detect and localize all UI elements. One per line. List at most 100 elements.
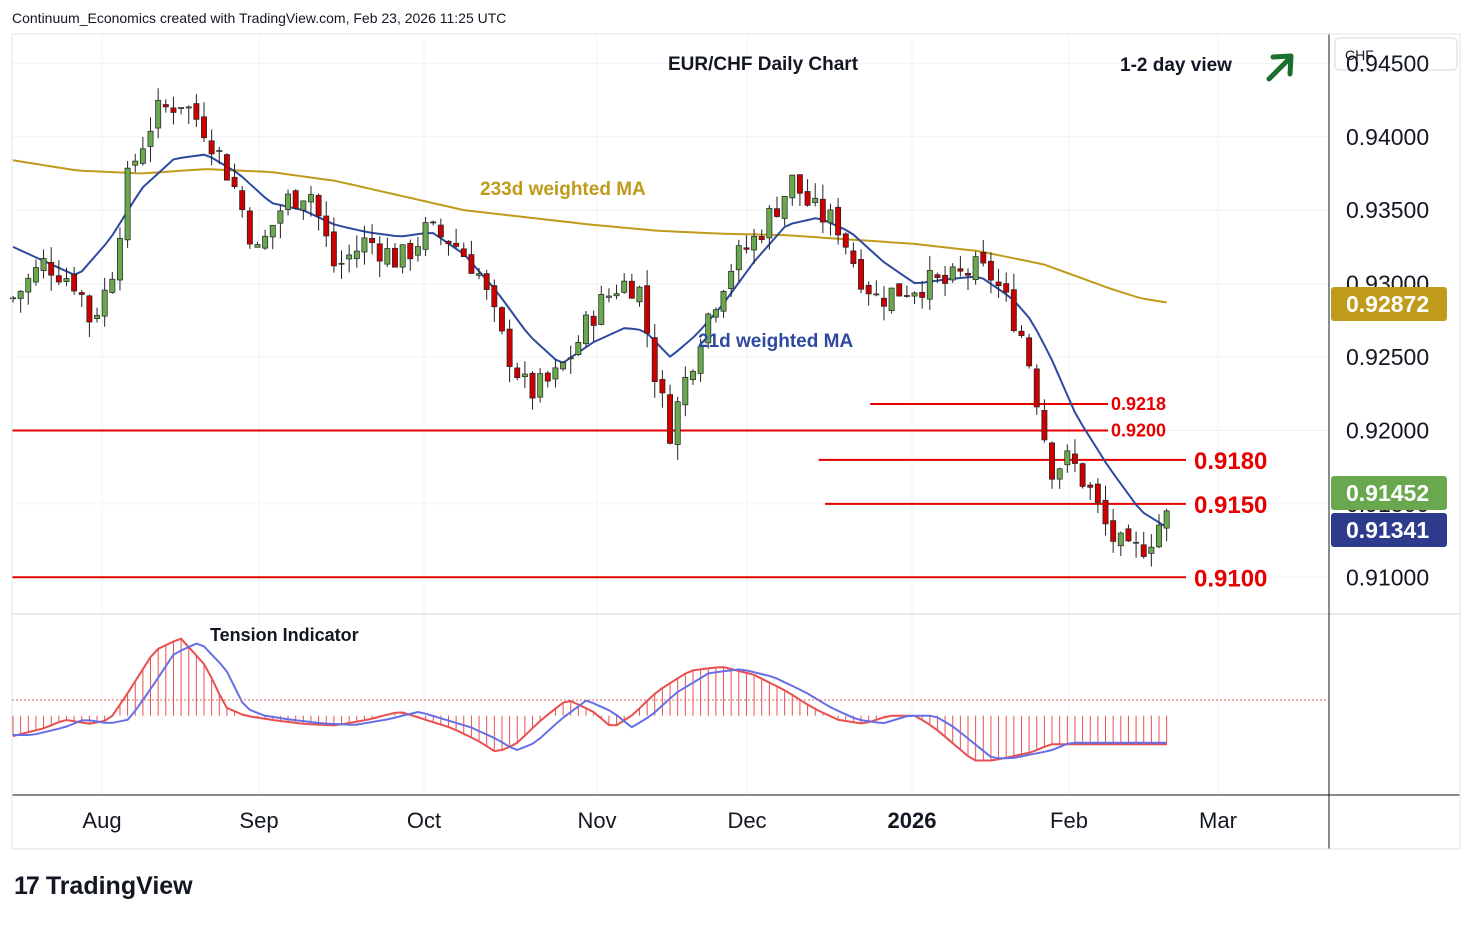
candle — [987, 252, 994, 294]
candlesticks — [10, 88, 1170, 567]
candle-body — [636, 286, 643, 303]
candle-body — [1163, 510, 1170, 529]
candle-body — [888, 287, 895, 311]
ma-233d-line — [12, 159, 1167, 304]
candle — [697, 338, 704, 383]
ma-233d-label: 233d weighted MA — [480, 179, 646, 200]
candle-body — [796, 174, 803, 194]
candle-body — [903, 295, 910, 297]
candle — [361, 225, 368, 265]
candle — [567, 345, 574, 374]
candle-body — [697, 346, 704, 374]
candle-body — [101, 289, 108, 317]
candle-body — [139, 148, 146, 164]
candle-body — [460, 248, 467, 257]
candle — [965, 268, 971, 291]
price-axis[interactable]: CHF0.945000.940000.935000.930000.925000.… — [1331, 37, 1458, 590]
candle — [865, 281, 872, 306]
time-tick-label: Oct — [407, 808, 441, 833]
candle-body — [987, 260, 994, 281]
candle-body — [934, 274, 941, 278]
candle — [1018, 325, 1025, 338]
tradingview-logo[interactable]: 17 TradingView — [14, 872, 193, 901]
candle — [651, 324, 658, 398]
price-tick-label: 0.92000 — [1346, 417, 1429, 443]
candle — [308, 185, 314, 217]
candle — [468, 240, 475, 274]
candle — [575, 335, 582, 357]
time-tick-label: Mar — [1199, 808, 1237, 833]
chart-frame — [11, 33, 1461, 850]
time-axis[interactable]: Aug Sep Oct Nov Dec 2026 Feb Mar — [82, 808, 1237, 833]
candle — [659, 370, 666, 408]
candle — [598, 285, 605, 326]
candle — [605, 288, 612, 303]
candle-body — [254, 244, 261, 248]
candle — [881, 286, 887, 321]
candle-body — [567, 357, 574, 360]
candle-body — [529, 372, 536, 399]
candle — [682, 366, 689, 417]
level-label: 0.9218 — [1111, 394, 1166, 414]
candle — [1094, 478, 1101, 514]
candle-body — [94, 314, 100, 319]
candle-body — [1117, 532, 1124, 547]
candle-body — [32, 267, 39, 283]
candle-body — [827, 209, 834, 224]
candle-body — [223, 154, 230, 181]
candle — [346, 244, 353, 273]
candle-body — [804, 191, 811, 206]
time-tick-label: Aug — [82, 808, 121, 833]
chart-border — [11, 33, 1461, 850]
candle-body — [170, 107, 177, 113]
candle-body — [911, 292, 918, 297]
time-tick-label: 2026 — [888, 808, 937, 833]
candle-body — [957, 268, 964, 272]
candle — [376, 236, 383, 278]
candle — [796, 174, 803, 206]
candle — [537, 368, 544, 403]
candle-body — [690, 370, 696, 380]
candle-body — [315, 194, 322, 217]
candle — [231, 163, 238, 190]
candle-body — [201, 116, 207, 139]
candle-body — [544, 372, 551, 382]
grid-lines — [12, 34, 1329, 795]
candle-body — [705, 313, 712, 344]
candle-body — [353, 250, 360, 260]
candle-body — [850, 250, 857, 264]
candle — [132, 153, 139, 173]
candle-body — [514, 367, 521, 379]
candle — [613, 284, 620, 300]
candle — [781, 195, 788, 226]
candle-body — [262, 235, 269, 249]
candle — [117, 227, 123, 291]
candle — [101, 277, 108, 327]
candle-body — [667, 394, 673, 444]
candle — [246, 207, 253, 249]
candle — [422, 216, 429, 257]
candle-body — [162, 104, 169, 108]
price-badge — [1331, 513, 1447, 547]
candle — [590, 310, 597, 342]
candle-body — [1094, 483, 1101, 503]
candle — [1148, 534, 1155, 567]
candle — [1087, 481, 1094, 501]
candle-body — [330, 231, 337, 267]
candle — [789, 174, 796, 206]
candle-body — [812, 197, 819, 204]
candle — [827, 203, 834, 236]
candle — [644, 270, 651, 348]
price-tick-label: 0.91000 — [1346, 564, 1429, 590]
candle — [1026, 333, 1033, 369]
candle-body — [376, 243, 383, 262]
candle-body — [369, 238, 376, 244]
candle — [414, 236, 421, 262]
candle-body — [758, 235, 765, 240]
candle-body — [407, 243, 414, 260]
candle — [728, 263, 735, 297]
candle-body — [735, 245, 742, 271]
candle — [995, 268, 1002, 298]
candle — [514, 362, 521, 381]
candle-body — [10, 297, 16, 300]
